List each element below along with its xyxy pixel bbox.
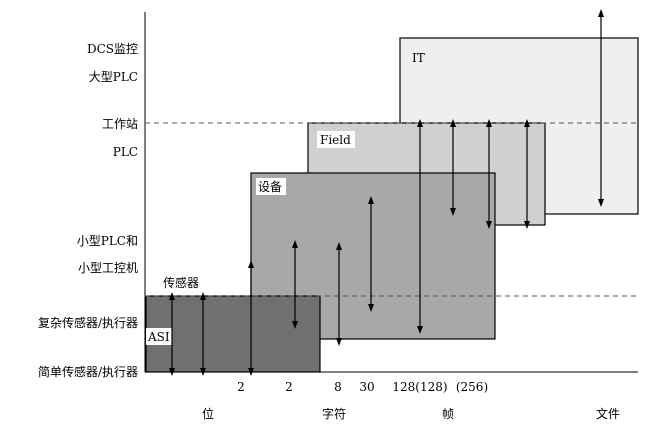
sensor-label: 传感器: [163, 275, 199, 290]
y-label-large-plc: 大型PLC: [89, 70, 138, 84]
y-label-small-plc: 小型PLC和: [77, 234, 138, 248]
x-number-2: 2: [285, 380, 293, 394]
device-box-label: 设备: [258, 180, 282, 194]
y-label-dcs: DCS监控: [87, 42, 138, 56]
x-number-4: 30: [359, 380, 374, 394]
device-label-bg: [256, 178, 286, 195]
asi-box-label: ASI: [147, 330, 170, 344]
x-category-file: 文件: [596, 406, 620, 421]
x-number-5: 128(128): [392, 380, 447, 394]
y-label-plc: PLC: [113, 145, 138, 159]
arrows: [169, 9, 604, 376]
x-number-3: 8: [334, 380, 342, 394]
field-label-bg: [317, 131, 355, 148]
y-label-small-ipc: 小型工控机: [78, 261, 138, 275]
asi-label-bg: [146, 328, 172, 345]
x-number-1: 2: [237, 380, 245, 394]
x-category-frame: 帧: [442, 407, 454, 421]
y-label-complex-sensor: 复杂传感器/执行器: [38, 315, 138, 330]
x-category-char: 字符: [322, 406, 346, 421]
it-box-label: IT: [412, 51, 425, 65]
y-label-workstation: 工作站: [102, 117, 138, 131]
y-label-simple-sensor: 简单传感器/执行器: [38, 364, 138, 379]
x-category-bit: 位: [202, 406, 214, 421]
field-box-label: Field: [320, 133, 351, 147]
x-number-6: (256): [456, 380, 488, 394]
